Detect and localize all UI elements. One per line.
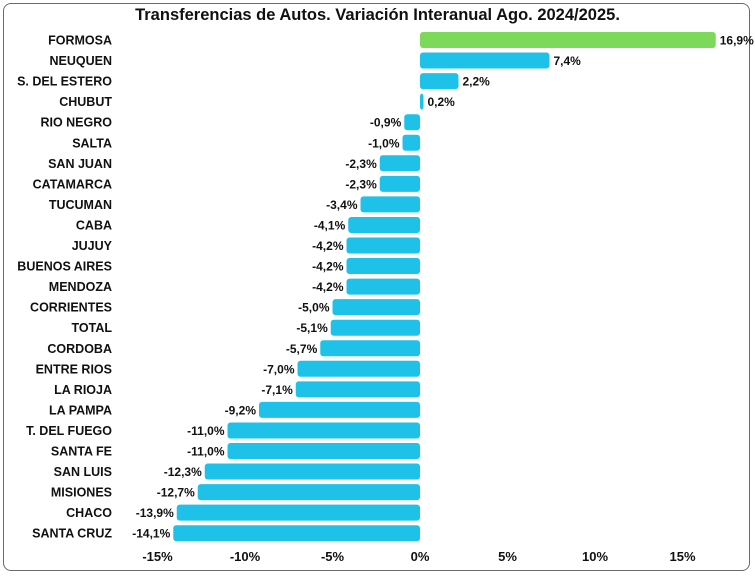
value-label-chubut: 0,2% <box>428 95 456 109</box>
category-label-chaco: CHACO <box>66 506 112 520</box>
category-label-t-del-fuego: T. DEL FUEGO <box>26 424 112 438</box>
category-label-la-rioja: LA RIOJA <box>54 383 112 397</box>
category-label-buenos-aires: BUENOS AIRES <box>17 260 112 274</box>
value-label-jujuy: -4,2% <box>312 239 344 253</box>
x-tick-label: 5% <box>498 549 517 564</box>
bar-jujuy <box>346 237 420 254</box>
category-label-corrientes: CORRIENTES <box>30 301 112 315</box>
category-label-salta: SALTA <box>72 136 112 150</box>
value-label-entre-rios: -7,0% <box>263 362 295 376</box>
bar-chubut <box>420 93 424 110</box>
bar-san-luis <box>204 463 420 480</box>
category-label-mendoza: MENDOZA <box>49 280 112 294</box>
value-label-san-juan: -2,3% <box>345 157 377 171</box>
value-label-tucuman: -3,4% <box>326 198 358 212</box>
value-label-t-del-fuego: -11,0% <box>187 424 225 438</box>
category-label-formosa: FORMOSA <box>48 34 112 48</box>
value-label-mendoza: -4,2% <box>312 280 344 294</box>
category-label-catamarca: CATAMARCA <box>33 177 112 191</box>
value-label-neuquen: 7,4% <box>554 54 582 68</box>
value-label-formosa: 16,9% <box>720 34 754 48</box>
bar-la-rioja <box>295 381 420 398</box>
bar-formosa <box>420 32 716 48</box>
value-label-salta: -1,0% <box>368 136 400 150</box>
x-tick-label: 15% <box>669 549 695 564</box>
category-label-chubut: CHUBUT <box>59 95 112 109</box>
bar-corrientes <box>332 299 420 316</box>
bar-mendoza <box>346 278 420 295</box>
bar-rio-negro <box>404 114 420 131</box>
category-label-cordoba: CORDOBA <box>47 342 112 356</box>
category-label-jujuy: JUJUY <box>72 239 113 253</box>
bar-t-del-fuego <box>227 422 420 439</box>
value-label-la-pampa: -9,2% <box>225 403 257 417</box>
bar-santa-fe <box>227 443 420 459</box>
chart-title: Transferencias de Autos. Variación Inter… <box>135 6 620 24</box>
category-label-santa-cruz: SANTA CRUZ <box>32 527 112 541</box>
value-label-santa-cruz: -14,1% <box>132 527 170 541</box>
bar-san-juan <box>379 155 420 172</box>
category-label-misiones: MISIONES <box>51 486 112 500</box>
x-tick-label: 10% <box>582 549 608 564</box>
category-label-rio-negro: RIO NEGRO <box>40 116 112 130</box>
x-tick-label: -10% <box>230 549 261 564</box>
category-label-neuquen: NEUQUEN <box>49 54 112 68</box>
value-label-san-luis: -12,3% <box>164 465 202 479</box>
bar-santa-cruz <box>173 525 420 542</box>
bar-chaco <box>176 504 420 521</box>
bar-la-pampa <box>259 401 420 418</box>
category-label-s-del-estero: S. DEL ESTERO <box>17 75 112 89</box>
category-label-san-juan: SAN JUAN <box>48 157 112 171</box>
bar-caba <box>348 216 420 233</box>
value-label-chaco: -13,9% <box>136 506 174 520</box>
x-tick-label: 0% <box>411 549 430 564</box>
bar-s-del-estero <box>420 73 459 90</box>
value-label-s-del-estero: 2,2% <box>463 75 491 89</box>
category-label-tucuman: TUCUMAN <box>49 198 112 212</box>
value-label-misiones: -12,7% <box>157 486 195 500</box>
value-label-catamarca: -2,3% <box>345 177 377 191</box>
bar-catamarca <box>379 175 420 192</box>
value-label-cordoba: -5,7% <box>286 342 318 356</box>
bar-tucuman <box>360 196 420 213</box>
value-label-corrientes: -5,0% <box>298 301 330 315</box>
category-label-la-pampa: LA PAMPA <box>49 403 112 417</box>
bar-neuquen <box>420 52 550 69</box>
category-label-entre-rios: ENTRE RIOS <box>36 362 112 376</box>
value-label-la-rioja: -7,1% <box>261 383 293 397</box>
value-label-rio-negro: -0,9% <box>370 116 402 130</box>
x-tick-label: -5% <box>321 549 345 564</box>
category-label-san-luis: SAN LUIS <box>54 465 112 479</box>
bar-cordoba <box>320 340 420 357</box>
bar-total <box>330 319 420 336</box>
bar-buenos-aires <box>346 258 420 275</box>
value-label-caba: -4,1% <box>314 218 346 232</box>
bar-salta <box>402 134 420 151</box>
value-label-total: -5,1% <box>296 321 328 335</box>
value-label-buenos-aires: -4,2% <box>312 260 344 274</box>
bar-misiones <box>197 484 420 501</box>
bar-entre-rios <box>297 360 420 377</box>
value-label-santa-fe: -11,0% <box>187 445 225 459</box>
category-label-caba: CABA <box>76 218 112 232</box>
x-tick-label: -15% <box>142 549 173 564</box>
category-label-total: TOTAL <box>71 321 112 335</box>
category-label-santa-fe: SANTA FE <box>51 445 112 459</box>
